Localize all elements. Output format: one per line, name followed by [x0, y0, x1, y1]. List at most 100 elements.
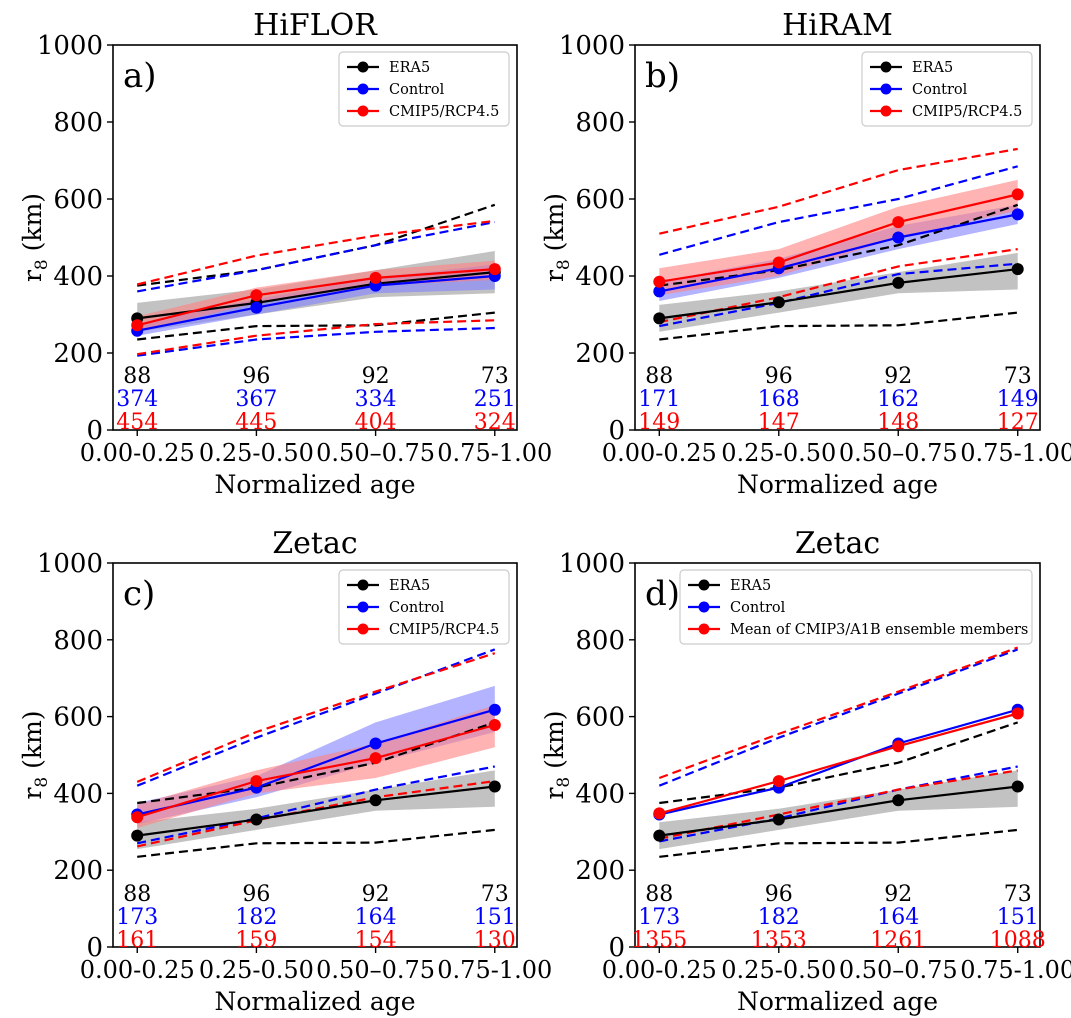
count-label-cmip: 127: [997, 410, 1039, 435]
x-axis-label: Normalized age: [737, 470, 938, 499]
y-axis-label: r8 (km): [540, 710, 574, 799]
y-tick-label: 400: [53, 262, 103, 292]
x-tick-label: 0.00-0.25: [602, 956, 717, 984]
point-era5: [892, 276, 905, 289]
panel-label: b): [645, 56, 680, 96]
legend-label-era5: ERA5: [730, 578, 771, 594]
count-label-era5: 88: [645, 364, 673, 389]
legend-marker-era5: [357, 61, 369, 73]
point-era5: [653, 829, 666, 842]
legend-label-cmip: CMIP5/RCP4.5: [389, 104, 499, 120]
count-label-control: 182: [758, 905, 800, 930]
point-cmip: [369, 752, 382, 765]
count-label-control: 374: [116, 387, 158, 412]
point-era5: [250, 813, 263, 826]
count-label-control: 251: [474, 387, 516, 412]
y-tick-label: 600: [53, 703, 103, 733]
x-tick-label: 0.50–0.75: [316, 439, 435, 467]
x-tick-label: 0.75-1.00: [960, 956, 1071, 984]
legend-marker-control: [357, 601, 369, 613]
y-tick-label: 200: [575, 339, 625, 369]
band-cmip: [137, 260, 495, 332]
y-tick-label: 1000: [559, 549, 625, 579]
count-label-era5: 73: [1004, 364, 1032, 389]
dash-high-cmip: [136, 652, 496, 783]
count-label-control: 168: [758, 387, 800, 412]
point-cmip: [369, 271, 382, 284]
count-label-era5: 88: [123, 882, 151, 907]
panel-label: d): [645, 574, 680, 614]
legend-marker-era5: [698, 579, 710, 591]
legend-marker-control: [357, 83, 369, 95]
legend-box: [679, 569, 1033, 645]
point-cmip: [488, 263, 501, 276]
x-axis-label: Normalized age: [737, 987, 938, 1016]
x-tick-label: 0.75-1.00: [960, 439, 1071, 467]
axes-frame: [112, 562, 518, 948]
legend-marker-control: [698, 601, 710, 613]
panel-b: 0 200 400 600 800 1000 0.00-0.25 0.25-0.50 0.50–…: [540, 8, 1071, 499]
y-tick-label: 200: [53, 339, 103, 369]
dash-low-cmip: [137, 319, 495, 356]
panel-title: Zetac: [795, 526, 880, 561]
point-cmip: [250, 289, 263, 302]
point-cmip: [131, 811, 144, 824]
legend-label-era5: ERA5: [912, 60, 953, 76]
count-label-era5: 88: [645, 882, 673, 907]
x-tick-label: 0.50–0.75: [839, 956, 958, 984]
count-label-cmip: 159: [235, 928, 277, 953]
panel-d: 0 200 400 600 800 1000 0.00-0.25 0.25-0.50 0.50–…: [540, 526, 1071, 1016]
dash-high-control: [658, 648, 1019, 787]
legend-label-era5: ERA5: [389, 578, 430, 594]
legend-label-era5: ERA5: [389, 60, 430, 76]
legend-box: [338, 51, 510, 127]
y-tick-label: 400: [575, 779, 625, 809]
y-tick-label: 200: [53, 856, 103, 886]
count-label-cmip: 130: [474, 928, 516, 953]
count-label-cmip: 404: [355, 410, 397, 435]
count-label-cmip: 147: [758, 410, 800, 435]
point-cmip: [250, 775, 263, 788]
point-cmip: [1011, 188, 1024, 201]
point-cmip: [772, 775, 785, 788]
count-label-control: 173: [116, 905, 158, 930]
count-label-control: 182: [235, 905, 277, 930]
count-label-era5: 92: [884, 364, 912, 389]
dash-high-cmip: [136, 219, 495, 286]
count-label-control: 151: [997, 905, 1039, 930]
mean-line-cmip: [136, 268, 495, 327]
axes-frame: [634, 44, 1041, 431]
point-control: [488, 703, 501, 716]
count-label-cmip: 1088: [990, 928, 1046, 953]
x-axis-label: Normalized age: [214, 470, 415, 499]
x-tick-label: 0.25-0.50: [721, 956, 836, 984]
dash-high-cmip: [658, 646, 1019, 780]
count-label-era5: 96: [765, 882, 793, 907]
legend-marker-era5: [880, 61, 892, 73]
point-cmip: [131, 319, 144, 332]
mean-line-cmip: [659, 712, 1018, 815]
dash-high-control: [659, 165, 1018, 256]
point-control: [369, 737, 382, 750]
dash-high-era5: [137, 203, 496, 287]
legend: ERA5 Control Mean of CMIP3/A1B ensemble me…: [679, 569, 1033, 645]
mean-line-era5: [659, 785, 1018, 837]
x-tick-label: 0.00-0.25: [80, 439, 195, 467]
point-era5: [488, 780, 501, 793]
count-label-control: 162: [877, 387, 919, 412]
y-tick-label: 1000: [37, 31, 103, 61]
point-era5: [1011, 263, 1024, 276]
x-axis-label: Normalized age: [214, 987, 415, 1016]
count-label-cmip: 161: [116, 928, 158, 953]
panel-c: 0 200 400 600 800 1000 0.00-0.25 0.25-0.50 0.50–…: [18, 526, 552, 1016]
panel-title: HiFLOR: [253, 8, 378, 43]
point-era5: [131, 829, 144, 842]
count-label-cmip: 324: [474, 410, 516, 435]
y-tick-label: 0: [86, 933, 103, 963]
count-label-cmip: 1353: [751, 928, 807, 953]
panel-title: HiRAM: [782, 8, 893, 43]
x-tick-label: 0.25-0.50: [721, 439, 836, 467]
x-tick-label: 0.25-0.50: [199, 439, 314, 467]
count-label-cmip: 148: [877, 410, 919, 435]
legend-label-cmip: CMIP5/RCP4.5: [389, 622, 499, 638]
